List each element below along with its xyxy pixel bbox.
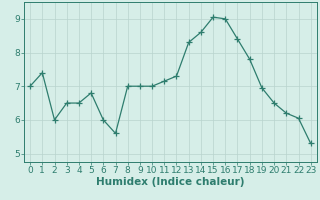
X-axis label: Humidex (Indice chaleur): Humidex (Indice chaleur) — [96, 177, 245, 187]
